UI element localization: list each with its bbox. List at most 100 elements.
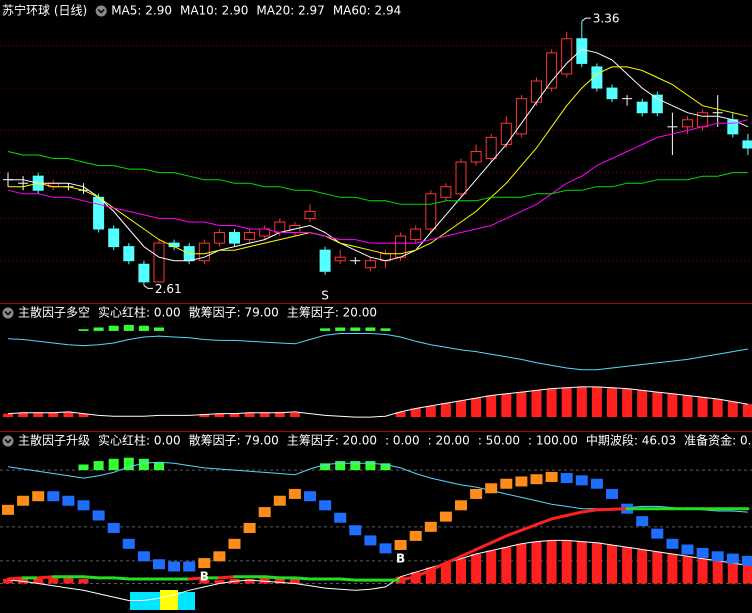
trend-segment: [399, 575, 418, 582]
candle-body: [651, 94, 663, 114]
indicator-bar: [365, 461, 376, 471]
indicator-bar: [697, 397, 708, 418]
wave-block: [575, 475, 588, 486]
candle-body: [455, 161, 467, 195]
annotation-leader: [581, 17, 591, 22]
price-annotation: 2.61: [155, 282, 182, 296]
indicator-bar: [289, 578, 300, 584]
wave-block: [153, 559, 165, 570]
trend-segment: [519, 523, 538, 532]
wave-block: [122, 538, 135, 549]
legend-item: 主筹因子: 20.00: [287, 306, 377, 320]
wave-block: [545, 471, 558, 482]
menu-icon[interactable]: [2, 307, 14, 319]
wave-block: [726, 553, 739, 564]
indicator-line: [8, 48, 749, 262]
indicator-bar: [244, 578, 255, 584]
candle-body: [591, 66, 603, 89]
wave-block: [288, 488, 301, 499]
indicator-bar: [335, 327, 346, 331]
indicator-bar: [78, 329, 89, 331]
indicator-bar: [380, 328, 391, 331]
indicator-bar: [516, 392, 527, 418]
indicator-line: [7, 539, 748, 601]
indicator-bar: [410, 408, 421, 418]
indicator-bar: [18, 412, 29, 418]
indicator-bar: [667, 554, 678, 584]
indicator-line: [7, 333, 748, 371]
wave-block: [409, 530, 422, 541]
wave-block: [606, 488, 618, 499]
indicator-bar: [214, 580, 225, 584]
indicator-bar: [63, 411, 74, 418]
indicator-bar: [365, 327, 376, 331]
candle-body: [334, 256, 346, 262]
wave-block: [32, 491, 45, 502]
signal-marker: B: [200, 570, 209, 584]
indicator-bar: [652, 551, 663, 584]
indicator-bar: [395, 411, 406, 418]
candle-body: [546, 52, 558, 89]
candle-body: [123, 246, 135, 262]
wave-block: [183, 561, 196, 572]
indicator-line: [8, 66, 749, 255]
wave-block: [349, 525, 362, 536]
legend-item: 主筹因子: 20.00: [287, 434, 377, 448]
wave-block: [455, 500, 467, 511]
wave-block: [273, 495, 286, 506]
candle-body: [319, 249, 331, 272]
indicator-bar: [274, 411, 285, 418]
indicator-bar: [561, 540, 572, 584]
indicator-bar: [591, 542, 602, 584]
trend-segment: [217, 575, 236, 580]
menu-icon[interactable]: [95, 5, 107, 17]
annotation-leader: [143, 284, 153, 289]
menu-icon[interactable]: [2, 435, 14, 447]
indicator-bar: [289, 412, 300, 418]
legend-item: 准备资金: 0.00: [684, 433, 752, 448]
indicator-bar: [93, 461, 104, 471]
wave-block: [137, 551, 150, 562]
indicator-bar: [108, 458, 119, 471]
indicator-bar: [727, 563, 738, 584]
wave-block: [424, 521, 437, 532]
legend-item: 散筹因子: 79.00: [189, 305, 279, 320]
candle-body: [682, 119, 693, 128]
wave-block: [198, 558, 211, 569]
indicator-bar: [48, 412, 59, 418]
indicator-bar: [320, 463, 331, 471]
indicator-bar: [501, 547, 512, 584]
indicator-bar: [456, 400, 466, 418]
indicator-bar: [456, 558, 466, 584]
indicator-bar: [622, 388, 633, 418]
indicator-bar: [244, 412, 255, 418]
candle-body: [500, 122, 512, 145]
wave-block: [485, 483, 498, 494]
wave-block: [379, 543, 392, 554]
indicator-bar: [63, 577, 74, 584]
legend-item: 散筹因子: 79.00: [189, 433, 279, 448]
indicator-bar: [259, 412, 270, 418]
indicator-bar: [531, 390, 542, 418]
trend-segment: [263, 575, 282, 580]
indicator-bar: [561, 387, 572, 418]
wave-block: [319, 500, 332, 511]
wave-block: [636, 516, 649, 527]
indicator-bar: [425, 567, 436, 584]
trend-segment: [82, 575, 101, 580]
wave-block: [107, 522, 120, 533]
indicator-bar: [546, 388, 557, 418]
indicator-bar: [214, 413, 225, 418]
candle-body: [636, 101, 648, 114]
wave-block: [304, 491, 316, 502]
candle-body: [304, 210, 316, 219]
wave-block: [168, 561, 181, 572]
indicator-bar: [259, 577, 270, 584]
indicator-bar: [607, 544, 617, 584]
indicator-bar: [682, 556, 693, 584]
indicator-bar: [48, 577, 59, 584]
indicator-bar: [471, 398, 482, 418]
candle-body: [138, 263, 150, 283]
wave-block: [92, 510, 105, 521]
